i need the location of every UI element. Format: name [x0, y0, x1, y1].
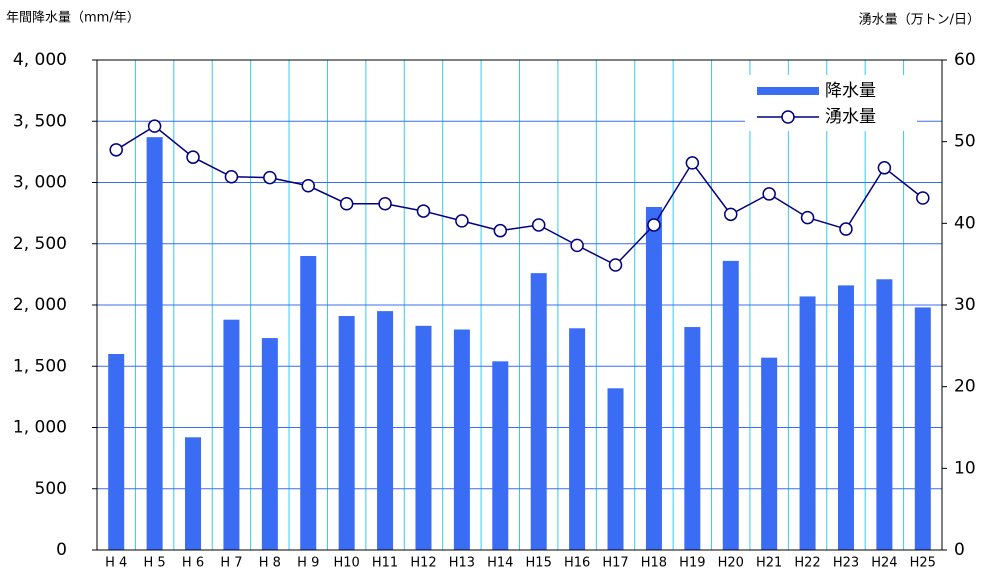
bar — [722, 260, 739, 550]
legend-label: 湧水量 — [825, 107, 876, 127]
y2-tick-label: 0 — [954, 540, 965, 560]
bar — [146, 137, 163, 551]
line-point — [109, 143, 123, 157]
bar — [530, 273, 547, 550]
x-tick-label: H24 — [871, 556, 897, 571]
x-tick-label: H22 — [794, 556, 820, 571]
bar — [453, 329, 470, 550]
y2-tick-label: 20 — [954, 377, 976, 397]
bar — [261, 338, 278, 550]
plot-border — [96, 59, 943, 551]
x-tick-label: H19 — [679, 556, 705, 571]
y2-tick-label: 30 — [954, 295, 976, 315]
x-tick-label: H16 — [564, 556, 590, 571]
line-point — [263, 170, 277, 185]
bar — [761, 357, 778, 550]
x-tick-label: H 9 — [297, 556, 319, 571]
line-point — [685, 156, 700, 170]
line-point — [839, 222, 853, 236]
y-tick-label: 500 — [35, 479, 67, 499]
bar — [415, 325, 432, 550]
line-point — [186, 150, 200, 164]
x-tick-label: H23 — [833, 556, 859, 571]
y-tick-label: 0 — [56, 540, 67, 560]
line-point — [724, 207, 738, 222]
line-point — [455, 214, 469, 228]
y2-tick-label: 50 — [954, 132, 976, 152]
line-point — [877, 161, 892, 175]
bar — [108, 354, 125, 550]
bar — [607, 388, 624, 550]
bar — [837, 285, 854, 550]
line-point — [608, 258, 623, 272]
bar — [300, 256, 317, 550]
legend-box — [745, 75, 917, 131]
line-point — [531, 218, 546, 232]
y-tick-label: 3, 000 — [13, 173, 67, 193]
line-point — [378, 196, 392, 211]
x-tick-label: H11 — [372, 556, 398, 571]
bar — [492, 361, 509, 550]
x-tick-label: H15 — [526, 556, 552, 571]
y-tick-label: 3, 500 — [13, 111, 67, 131]
line-point — [416, 204, 431, 218]
bar — [645, 207, 662, 550]
bar — [799, 296, 816, 550]
x-tick-label: H 5 — [144, 556, 166, 571]
line-point — [570, 238, 584, 253]
line-point — [800, 210, 815, 225]
line-point — [224, 170, 239, 184]
bar — [684, 327, 701, 550]
x-tick-label: H 6 — [182, 556, 204, 571]
line-point — [762, 187, 776, 201]
x-tick-label: H12 — [410, 556, 436, 571]
bar — [569, 328, 586, 550]
bar — [914, 307, 931, 550]
y2-tick-label: 40 — [954, 213, 976, 233]
y-tick-label: 2, 500 — [13, 234, 67, 254]
x-tick-label: H18 — [641, 556, 667, 571]
line-point — [647, 218, 661, 232]
line-point — [147, 119, 162, 133]
x-tick-label: H13 — [449, 556, 475, 571]
bar — [338, 316, 355, 550]
x-tick-label: H20 — [718, 556, 744, 571]
bar — [377, 311, 394, 550]
x-tick-label: H 8 — [259, 556, 281, 571]
bar — [185, 437, 202, 550]
y-tick-label: 4, 000 — [13, 50, 67, 70]
y-axis-title: 年間降水量（mm/年） — [6, 11, 140, 26]
x-tick-label: H 4 — [105, 556, 127, 571]
y2-axis-title: 湧水量（万トン/日） — [859, 12, 980, 28]
x-tick-label: H25 — [910, 556, 936, 571]
bar — [876, 279, 893, 550]
line-point — [916, 191, 930, 205]
legend-swatch — [757, 87, 819, 95]
y2-tick-label: 10 — [954, 458, 976, 478]
x-tick-label: H17 — [602, 556, 628, 571]
legend-swatch — [781, 110, 795, 124]
x-tick-label: H21 — [756, 556, 782, 571]
x-tick-label: H 7 — [220, 556, 242, 571]
y2-tick-label: 60 — [954, 50, 976, 70]
bar — [223, 319, 240, 550]
y-tick-label: 1, 500 — [13, 356, 67, 376]
x-tick-label: H14 — [487, 556, 513, 571]
line — [115, 125, 924, 266]
line-point — [339, 196, 354, 211]
y-tick-label: 2, 000 — [13, 295, 67, 315]
line-point — [301, 179, 315, 193]
x-tick-label: H10 — [333, 556, 359, 571]
line-point — [493, 223, 508, 238]
legend-label: 降水量 — [825, 81, 876, 101]
y-tick-label: 1, 000 — [13, 418, 67, 438]
